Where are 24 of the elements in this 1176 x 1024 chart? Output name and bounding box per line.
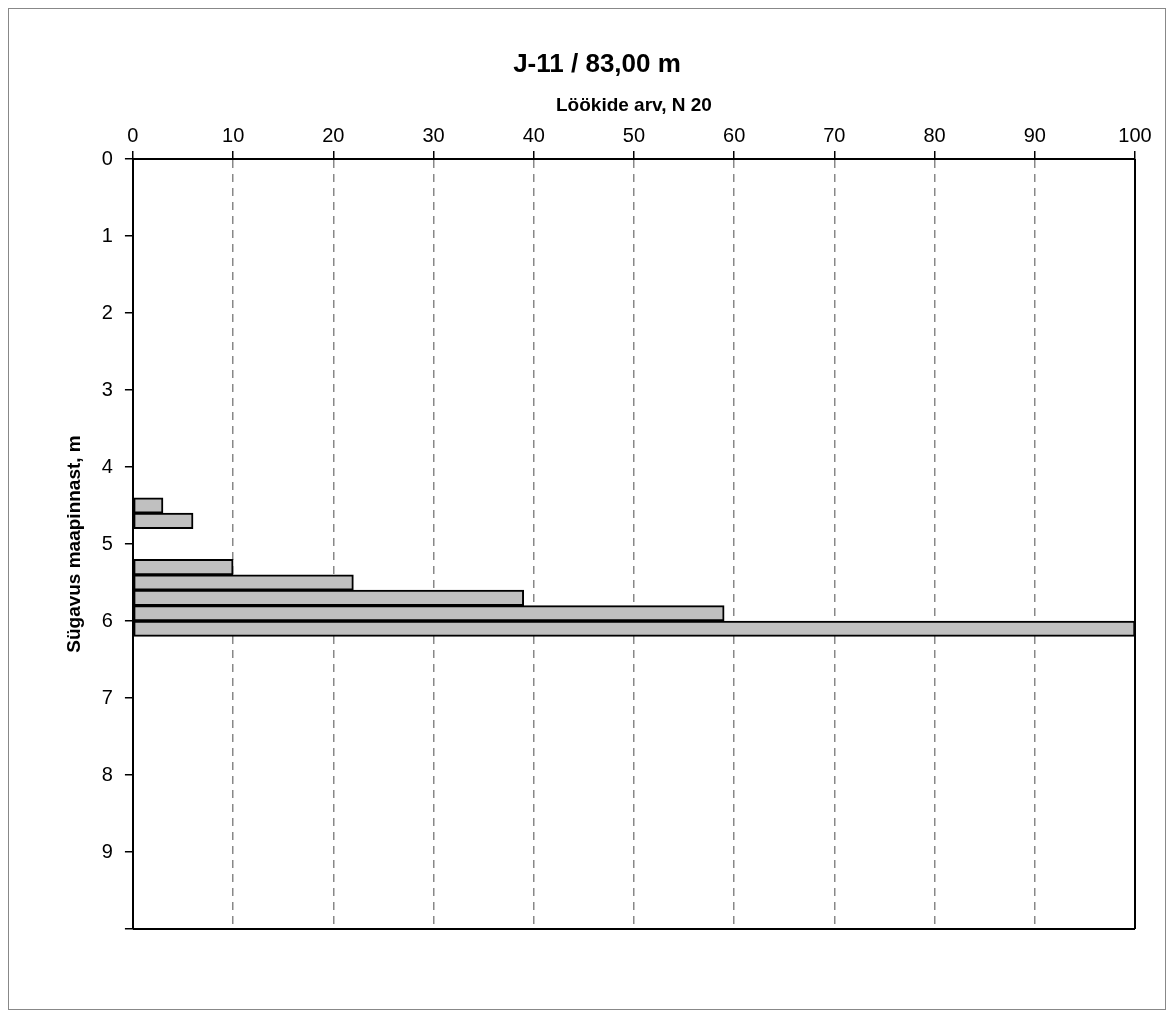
y-tick-label: 4 <box>101 454 113 477</box>
x-tick-label: 10 <box>222 123 245 146</box>
y-tick-label: 1 <box>101 223 113 246</box>
y-tick-label: 7 <box>101 685 113 708</box>
x-tick-label: 0 <box>127 123 139 146</box>
x-tick-label: 20 <box>322 123 345 146</box>
y-tick-label: 9 <box>101 839 113 862</box>
x-tick-label: 70 <box>823 123 846 146</box>
y-tick-label: 3 <box>101 377 113 400</box>
x-tick-label: 100 <box>1118 123 1152 146</box>
x-tick-label: 60 <box>723 123 746 146</box>
x-tick-label: 40 <box>522 123 545 146</box>
y-tick-label: 8 <box>101 762 113 785</box>
chart-title: J-11 / 83,00 m <box>513 47 681 78</box>
x-tick-label: 30 <box>422 123 445 146</box>
y-tick-label: 5 <box>101 531 113 554</box>
x-tick-label: 50 <box>622 123 646 146</box>
y-tick-label: 0 <box>101 146 113 169</box>
x-tick-label: 80 <box>923 123 946 146</box>
x-tick-label: 90 <box>1023 123 1046 146</box>
y-tick-label: 2 <box>101 300 113 323</box>
x-axis-title: Löökide arv, N 20 <box>555 93 712 115</box>
y-axis-title: Sügavus maapinnast, m <box>62 435 84 653</box>
y-tick-label: 6 <box>101 608 113 631</box>
